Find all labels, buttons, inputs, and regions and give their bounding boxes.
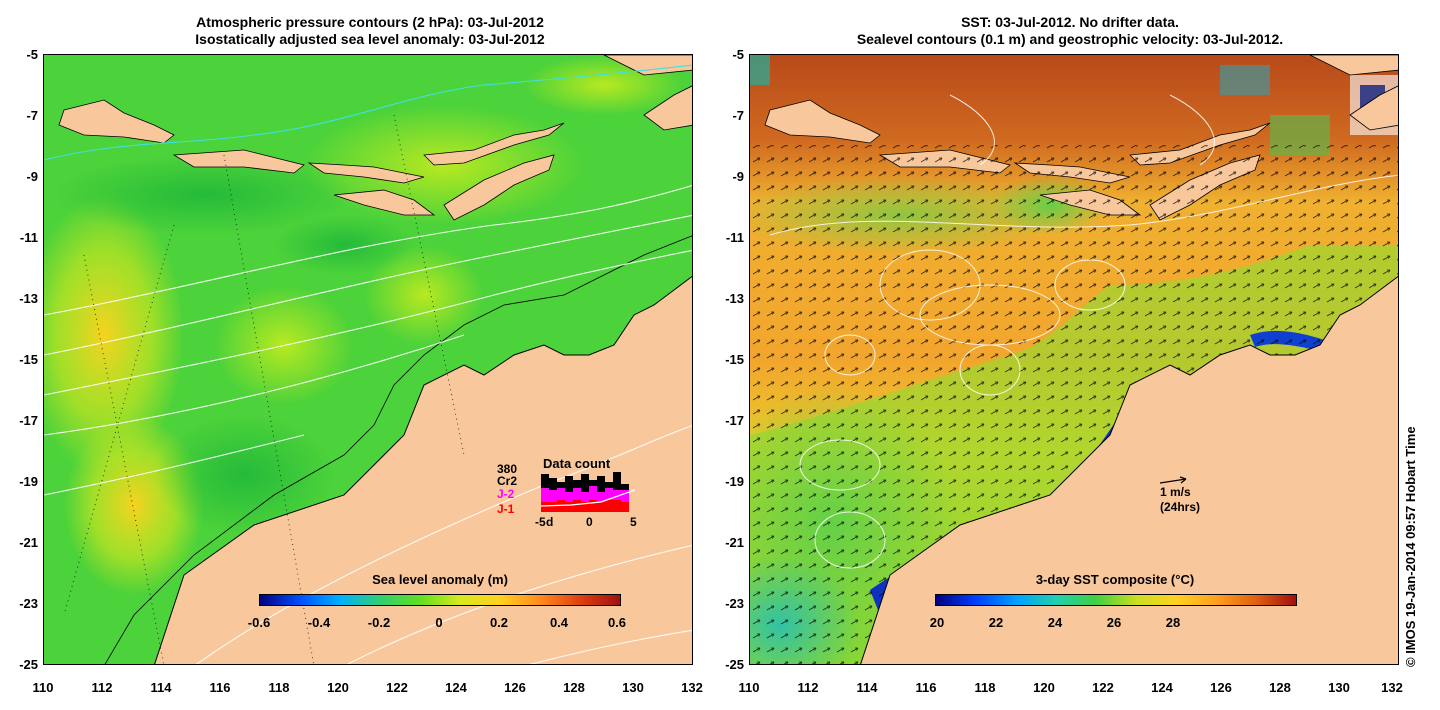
x-tick: 120 [1033, 680, 1055, 695]
data-count-xtick-d: d [546, 515, 554, 529]
sst-map[interactable] [749, 54, 1399, 665]
sla-colorbar-tick: 0.2 [489, 615, 509, 630]
y-tick: -25 [19, 657, 38, 672]
y-tick: -5 [732, 47, 744, 62]
sat-label-j1: J-1 [497, 502, 515, 516]
data-count-total: 380 [497, 462, 518, 476]
x-tick: 128 [1269, 680, 1291, 695]
y-tick: -23 [725, 596, 744, 611]
x-tick: 112 [91, 680, 113, 695]
scale-vector-label: 1 m/s [1160, 485, 1191, 499]
y-tick: -23 [19, 596, 38, 611]
x-tick: 110 [738, 680, 760, 695]
data-count-xtick-start: -5 [535, 515, 546, 529]
y-tick: -25 [725, 657, 744, 672]
x-tick: 118 [268, 680, 290, 695]
sst-colorbar-gradient [935, 594, 1297, 606]
y-tick: -9 [732, 169, 744, 184]
sst-colorbar-tick: 26 [1106, 615, 1122, 630]
y-tick: -7 [732, 108, 744, 123]
velocity-vectors [750, 145, 1398, 664]
x-tick: 126 [504, 680, 526, 695]
x-tick: 114 [856, 680, 878, 695]
y-tick: -13 [725, 291, 744, 306]
sla-map[interactable] [43, 54, 693, 665]
sst-colorbar-label: 3-day SST composite (°C) [1035, 572, 1195, 587]
sat-label-j2: J-2 [497, 487, 515, 501]
y-tick: -9 [26, 169, 38, 184]
x-tick: 116 [209, 680, 231, 695]
y-tick: -15 [725, 352, 744, 367]
x-tick: 124 [445, 680, 467, 695]
sla-colorbar-gradient [259, 594, 621, 606]
x-tick: 128 [563, 680, 585, 695]
y-tick: -21 [19, 535, 38, 550]
right-title: SST: 03-Jul-2012. No drifter data. Seale… [780, 14, 1360, 48]
left-title: Atmospheric pressure contours (2 hPa): 0… [110, 14, 630, 48]
x-tick: 112 [797, 680, 819, 695]
y-tick: -17 [725, 413, 744, 428]
histogram-trend-line [541, 489, 635, 507]
y-tick: -5 [26, 47, 38, 62]
left-title-line1: Atmospheric pressure contours (2 hPa): 0… [196, 14, 544, 30]
y-tick: -7 [26, 108, 38, 123]
y-tick: -11 [19, 230, 38, 245]
sst-colorbar-tick: 22 [988, 615, 1004, 630]
x-tick: 116 [915, 680, 937, 695]
right-title-line2: Sealevel contours (0.1 m) and geostrophi… [856, 31, 1284, 47]
x-tick: 110 [32, 680, 54, 695]
sla-colorbar-tick: 0.6 [607, 615, 627, 630]
x-tick: 130 [1328, 680, 1350, 695]
data-count-histogram [541, 472, 635, 512]
left-title-line2: Isostatically adjusted sea level anomaly… [195, 31, 545, 47]
sst-colorbar-tick: 24 [1047, 615, 1063, 630]
x-tick: 122 [1092, 680, 1114, 695]
histogram-bars-j1 [541, 500, 629, 512]
imos-credit: © IMOS 19-Jan-2014 09:57 Hobart Time [1403, 426, 1418, 667]
x-tick: 130 [622, 680, 644, 695]
x-tick: 114 [150, 680, 172, 695]
x-tick: 118 [974, 680, 996, 695]
y-tick: -15 [19, 352, 38, 367]
sla-map-graphic [44, 55, 692, 664]
data-count-xtick-zero: 0 [586, 515, 593, 529]
sst-map-graphic [750, 55, 1398, 664]
y-tick: -17 [19, 413, 38, 428]
sla-colorbar-label: Sea level anomaly (m) [372, 572, 508, 587]
x-tick: 120 [327, 680, 349, 695]
sst-colorbar-tick: 20 [929, 615, 945, 630]
sla-colorbar-tick: -0.2 [367, 615, 391, 630]
y-tick: -19 [725, 474, 744, 489]
data-count-title: Data count [543, 456, 611, 471]
y-tick: -19 [19, 474, 38, 489]
y-tick: -21 [725, 535, 744, 550]
sla-colorbar-tick: -0.6 [247, 615, 271, 630]
sla-colorbar-tick: 0.4 [549, 615, 569, 630]
scale-vector-sublabel: (24hrs) [1160, 500, 1201, 514]
x-tick: 122 [386, 680, 408, 695]
sat-label-cr2: Cr2 [497, 474, 518, 488]
data-count-xtick-end: 5 [630, 515, 637, 529]
y-tick: -13 [19, 291, 38, 306]
x-tick: 132 [681, 680, 703, 695]
x-tick: 124 [1151, 680, 1173, 695]
right-title-line1: SST: 03-Jul-2012. No drifter data. [961, 14, 1179, 30]
scale-arrow-icon [1160, 476, 1187, 484]
y-tick: -11 [725, 230, 744, 245]
x-tick: 126 [1210, 680, 1232, 695]
x-tick: 132 [1381, 680, 1403, 695]
sla-colorbar-tick: -0.4 [307, 615, 331, 630]
sla-colorbar-tick: 0 [435, 615, 443, 630]
sst-colorbar-tick: 28 [1165, 615, 1181, 630]
